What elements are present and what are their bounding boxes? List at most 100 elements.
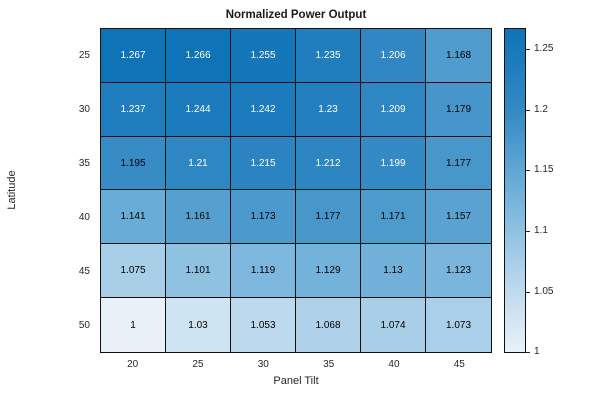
chart-title: Normalized Power Output — [225, 9, 367, 21]
cell-value: 1.171 — [380, 211, 406, 223]
heatmap-cell: 1.075 — [101, 244, 166, 299]
cell-value: 1.21 — [188, 157, 208, 169]
colorbar-tick-label: 1.1 — [534, 225, 548, 236]
cell-value: 1.168 — [445, 49, 472, 61]
y-tick-label: 30 — [78, 103, 90, 115]
x-axis-ticks: 20 25 30 35 40 45 — [100, 359, 492, 370]
colorbar-tick-label: 1.15 — [534, 164, 554, 175]
cell-value: 1.215 — [250, 157, 276, 169]
colorbar-tick-label: 1.2 — [534, 104, 548, 115]
cell-value: 1.073 — [445, 319, 472, 331]
heatmap-cell: 1.074 — [361, 298, 426, 352]
y-tick-label: 35 — [78, 157, 90, 169]
x-tick-label: 25 — [192, 359, 204, 370]
heatmap-cell: 1.141 — [101, 190, 166, 245]
heatmap-cell: 1.266 — [166, 29, 231, 83]
cell-value: 1.068 — [315, 319, 341, 331]
heatmap-cell: 1.073 — [426, 298, 491, 352]
heatmap-cell: 1.179 — [426, 82, 491, 137]
heatmap-cell: 1.235 — [296, 29, 361, 83]
colorbar-tick-label: 1.05 — [534, 286, 554, 297]
heatmap-cell: 1.209 — [361, 82, 426, 137]
y-tick-label: 25 — [78, 49, 90, 61]
cell-value: 1.199 — [380, 157, 406, 169]
heatmap-cell: 1.206 — [361, 29, 426, 83]
heatmap-cell: 1.123 — [426, 244, 491, 299]
heatmap-cell: 1.161 — [166, 190, 231, 245]
cell-value: 1.161 — [185, 211, 211, 223]
y-tick-label: 40 — [78, 212, 90, 224]
cell-value: 1.244 — [185, 103, 211, 115]
heatmap-cell: 1.03 — [166, 298, 231, 352]
x-tick-label: 40 — [388, 359, 400, 370]
colorbar-tick — [526, 170, 530, 171]
heatmap-cell: 1.173 — [231, 190, 296, 245]
heatmap-cell: 1.244 — [166, 82, 231, 137]
cell-value: 1.23 — [318, 103, 338, 115]
cell-value: 1.177 — [315, 211, 341, 223]
cell-value: 1.237 — [120, 103, 146, 115]
heatmap-cell: 1.21 — [166, 136, 231, 191]
heatmap-grid: 1.267 1.266 1.255 1.235 1.206 1.168 1.237 1.244… — [100, 28, 492, 353]
heatmap-cell: 1.255 — [231, 29, 296, 83]
cell-value: 1.255 — [250, 49, 276, 61]
cell-value: 1.179 — [445, 103, 472, 115]
colorbar-tick-label: 1.25 — [534, 43, 554, 54]
cell-value: 1.209 — [380, 103, 406, 115]
cell-value: 1.266 — [185, 49, 211, 61]
cell-value: 1.03 — [188, 319, 208, 331]
heatmap-cell: 1.157 — [426, 190, 491, 245]
heatmap-cell: 1.068 — [296, 298, 361, 352]
cell-value: 1.141 — [120, 211, 146, 223]
y-axis-label: Latitude — [6, 170, 18, 210]
heatmap-cell: 1.215 — [231, 136, 296, 191]
heatmap-cell: 1.267 — [101, 29, 166, 83]
cell-value: 1.242 — [250, 103, 276, 115]
cell-value: 1.235 — [315, 49, 341, 61]
cell-value: 1.206 — [380, 49, 406, 61]
cell-value: 1.075 — [120, 265, 146, 277]
y-axis-ticks: 25 30 35 40 45 50 — [0, 28, 90, 353]
heatmap-cell: 1.13 — [361, 244, 426, 299]
x-axis-label: Panel Tilt — [273, 375, 319, 387]
y-tick-label: 45 — [78, 266, 90, 278]
colorbar-tick — [526, 49, 530, 50]
cell-value: 1.074 — [380, 319, 406, 331]
y-tick-label: 50 — [78, 320, 90, 332]
colorbar-tick — [526, 352, 530, 353]
cell-value: 1.212 — [315, 157, 341, 169]
heatmap-cell: 1.199 — [361, 136, 426, 191]
heatmap-cell: 1.195 — [101, 136, 166, 191]
cell-value: 1.101 — [185, 265, 211, 277]
x-tick-label: 20 — [127, 359, 139, 370]
colorbar-tick — [526, 292, 530, 293]
heatmap-cell: 1.177 — [426, 136, 491, 191]
heatmap-cell: 1.053 — [231, 298, 296, 352]
x-tick-label: 45 — [453, 359, 465, 370]
cell-value: 1.053 — [250, 319, 276, 331]
heatmap-cell: 1.177 — [296, 190, 361, 245]
heatmap-cell: 1.242 — [231, 82, 296, 137]
heatmap-cell: 1.212 — [296, 136, 361, 191]
heatmap-cell: 1.129 — [296, 244, 361, 299]
colorbar-gradient — [505, 29, 525, 352]
cell-value: 1.119 — [250, 265, 276, 277]
heatmap-cell: 1 — [101, 298, 166, 352]
heatmap-cell: 1.171 — [361, 190, 426, 245]
heatmap-cell: 1.101 — [166, 244, 231, 299]
cell-value: 1.195 — [120, 157, 146, 169]
cell-value: 1.129 — [315, 265, 341, 277]
x-tick-label: 30 — [257, 359, 269, 370]
colorbar-tick — [526, 110, 530, 111]
cell-value: 1 — [130, 319, 136, 331]
cell-value: 1.123 — [445, 265, 472, 277]
heatmap-cell: 1.168 — [426, 29, 491, 83]
heatmap-cell: 1.23 — [296, 82, 361, 137]
cell-value: 1.157 — [445, 211, 472, 223]
colorbar-tick-label: 1 — [534, 346, 540, 357]
cell-value: 1.267 — [120, 49, 146, 61]
cell-value: 1.13 — [383, 265, 403, 277]
x-tick-label: 35 — [323, 359, 335, 370]
heatmap-cell: 1.119 — [231, 244, 296, 299]
